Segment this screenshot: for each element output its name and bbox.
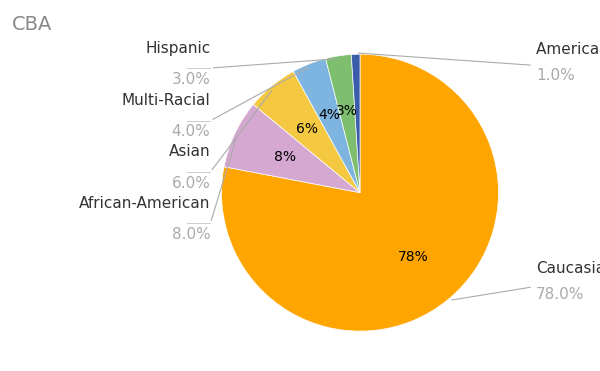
Text: 4.0%: 4.0% xyxy=(172,124,211,139)
Wedge shape xyxy=(221,54,499,331)
Text: Hispanic: Hispanic xyxy=(145,40,211,56)
Text: African-American: African-American xyxy=(79,196,211,211)
Text: 8%: 8% xyxy=(274,150,296,164)
Wedge shape xyxy=(352,54,360,193)
Text: 6%: 6% xyxy=(296,122,318,136)
Text: Caucasian: Caucasian xyxy=(536,261,600,276)
Text: 1.0%: 1.0% xyxy=(536,68,575,83)
Text: American Indian: American Indian xyxy=(536,42,600,57)
Text: 78%: 78% xyxy=(398,250,428,264)
Text: 3%: 3% xyxy=(336,104,358,118)
Text: CBA: CBA xyxy=(12,15,52,34)
Text: 6.0%: 6.0% xyxy=(172,175,211,191)
Text: 78.0%: 78.0% xyxy=(536,287,584,302)
Text: 8.0%: 8.0% xyxy=(172,227,211,242)
Text: 4%: 4% xyxy=(319,108,340,122)
Wedge shape xyxy=(326,55,360,193)
Wedge shape xyxy=(224,104,360,193)
Wedge shape xyxy=(293,59,360,193)
Text: 3.0%: 3.0% xyxy=(172,72,211,87)
Text: Asian: Asian xyxy=(169,144,211,160)
Text: Multi-Racial: Multi-Racial xyxy=(122,93,211,108)
Wedge shape xyxy=(253,71,360,193)
